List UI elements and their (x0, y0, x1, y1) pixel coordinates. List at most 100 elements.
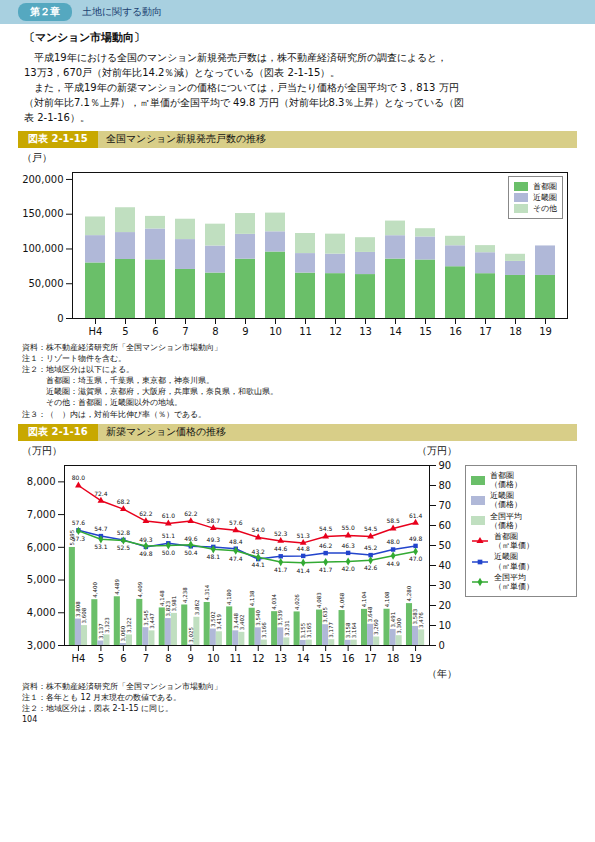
svg-text:50,000: 50,000 (29, 277, 64, 288)
svg-text:54.0: 54.0 (252, 526, 266, 533)
svg-text:H4: H4 (89, 325, 103, 336)
svg-text:（戸）: （戸） (22, 151, 52, 162)
svg-text:3,165: 3,165 (306, 622, 312, 638)
svg-text:17: 17 (364, 652, 377, 663)
svg-text:8,000: 8,000 (27, 476, 56, 487)
svg-text:3,025: 3,025 (188, 626, 194, 642)
svg-text:44.1: 44.1 (252, 561, 266, 568)
svg-text:49.8: 49.8 (139, 550, 153, 557)
svg-text:51.3: 51.3 (297, 532, 311, 539)
svg-text:47.0: 47.0 (409, 555, 423, 562)
svg-text:7: 7 (143, 652, 149, 663)
svg-text:4,000: 4,000 (27, 607, 56, 618)
svg-text:54.7: 54.7 (94, 525, 108, 532)
svg-text:61.4: 61.4 (409, 511, 423, 518)
svg-text:16: 16 (449, 325, 462, 336)
svg-text:7,000: 7,000 (27, 509, 56, 520)
svg-text:4,083: 4,083 (316, 592, 322, 608)
svg-text:50.4: 50.4 (184, 548, 198, 555)
svg-text:62.2: 62.2 (139, 510, 153, 517)
svg-text:49.3: 49.3 (139, 536, 153, 543)
svg-text:7: 7 (182, 325, 188, 336)
svg-text:16: 16 (342, 652, 355, 663)
svg-text:61.0: 61.0 (162, 512, 176, 519)
svg-text:4,409: 4,409 (137, 581, 143, 597)
svg-text:44.9: 44.9 (386, 559, 400, 566)
svg-text:100,000: 100,000 (22, 243, 63, 254)
svg-text:0: 0 (57, 312, 63, 323)
svg-text:12: 12 (252, 652, 265, 663)
svg-text:12: 12 (329, 325, 342, 336)
svg-text:150,000: 150,000 (22, 208, 63, 219)
svg-text:9: 9 (242, 325, 248, 336)
svg-text:54.5: 54.5 (319, 525, 333, 532)
svg-text:13: 13 (359, 325, 372, 336)
svg-text:9: 9 (188, 652, 194, 663)
svg-text:H4: H4 (71, 652, 85, 663)
svg-text:（万円）: （万円） (22, 444, 62, 455)
svg-text:46.3: 46.3 (341, 542, 355, 549)
svg-text:3,981: 3,981 (171, 595, 177, 611)
svg-text:90: 90 (439, 460, 452, 471)
svg-text:44.6: 44.6 (274, 545, 288, 552)
svg-text:11: 11 (229, 652, 242, 663)
svg-text:0: 0 (439, 640, 445, 651)
svg-text:5,000: 5,000 (27, 574, 56, 585)
svg-text:10: 10 (269, 325, 282, 336)
svg-text:3,862: 3,862 (194, 599, 200, 615)
svg-text:3,177: 3,177 (328, 621, 334, 637)
svg-text:47.4: 47.4 (229, 554, 243, 561)
svg-text:45.2: 45.2 (364, 544, 378, 551)
svg-text:5: 5 (122, 325, 128, 336)
svg-text:13: 13 (274, 652, 287, 663)
svg-text:52.3: 52.3 (274, 530, 288, 537)
svg-text:57.3: 57.3 (72, 535, 86, 542)
svg-text:44.8: 44.8 (297, 545, 311, 552)
svg-text:41.7: 41.7 (274, 566, 288, 573)
svg-text:19: 19 (539, 325, 552, 336)
svg-text:3,164: 3,164 (351, 622, 357, 638)
svg-text:60: 60 (439, 520, 452, 531)
svg-text:8: 8 (212, 325, 218, 336)
svg-text:4,314: 4,314 (204, 584, 210, 600)
svg-text:46.2: 46.2 (319, 542, 333, 549)
svg-text:3,300: 3,300 (396, 617, 402, 633)
svg-text:42.0: 42.0 (341, 565, 355, 572)
svg-text:58.5: 58.5 (386, 517, 400, 524)
svg-text:（年）: （年） (427, 667, 457, 678)
svg-text:4,489: 4,489 (114, 578, 120, 594)
svg-text:3,419: 3,419 (216, 613, 222, 629)
svg-text:40: 40 (439, 560, 452, 571)
svg-text:57.6: 57.6 (72, 519, 86, 526)
svg-text:19: 19 (409, 652, 422, 663)
svg-text:68.2: 68.2 (117, 498, 131, 505)
svg-text:3,323: 3,323 (104, 616, 110, 632)
svg-text:55.0: 55.0 (341, 524, 355, 531)
svg-text:53.1: 53.1 (94, 543, 108, 550)
svg-text:18: 18 (509, 325, 522, 336)
svg-text:6: 6 (120, 652, 126, 663)
svg-text:6: 6 (152, 325, 158, 336)
svg-text:3,402: 3,402 (239, 614, 245, 630)
svg-text:54.5: 54.5 (364, 525, 378, 532)
svg-text:5: 5 (98, 652, 104, 663)
svg-text:4,104: 4,104 (361, 591, 367, 607)
svg-text:48.1: 48.1 (207, 553, 221, 560)
svg-text:11: 11 (299, 325, 312, 336)
svg-text:70: 70 (439, 500, 452, 511)
svg-text:14: 14 (389, 325, 402, 336)
svg-text:50.0: 50.0 (162, 549, 176, 556)
svg-text:3,635: 3,635 (322, 606, 328, 622)
svg-text:20: 20 (439, 600, 452, 611)
svg-text:200,000: 200,000 (22, 173, 63, 184)
svg-text:10: 10 (439, 620, 452, 631)
svg-text:49.3: 49.3 (207, 536, 221, 543)
svg-text:4,026: 4,026 (294, 593, 300, 609)
svg-text:41.7: 41.7 (319, 566, 333, 573)
svg-text:80: 80 (439, 480, 452, 491)
svg-text:6,000: 6,000 (27, 541, 56, 552)
svg-text:52.5: 52.5 (117, 544, 131, 551)
svg-text:48.0: 48.0 (386, 538, 400, 545)
svg-text:4,280: 4,280 (406, 585, 412, 601)
svg-text:4,238: 4,238 (182, 587, 188, 603)
